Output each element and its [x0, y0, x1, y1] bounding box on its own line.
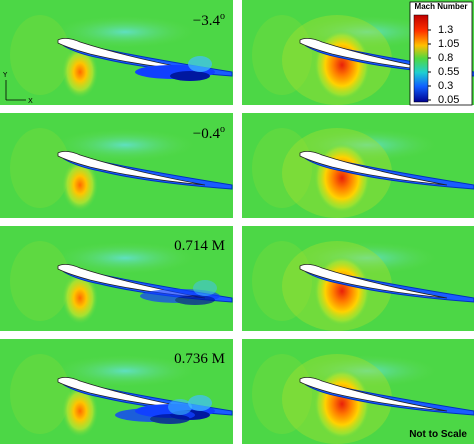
- colorbar-label: 0.8: [438, 52, 453, 64]
- colorbar-label: 1.3: [438, 24, 453, 36]
- colorbar-title: Mach Number: [415, 2, 468, 11]
- axis-glyph: Y X: [2, 71, 33, 105]
- panel: [242, 226, 474, 331]
- colorbar: Mach Number 1.3 1.05 0.8 0.55 0.3 0.05: [409, 1, 473, 106]
- axis-label: X: [28, 97, 33, 105]
- panel: [242, 113, 474, 218]
- colorbar-label: 0.3: [438, 80, 453, 92]
- axis-label: Y: [2, 71, 8, 79]
- colorbar-label: 1.05: [438, 38, 459, 50]
- colorbar-label: 0.05: [438, 94, 459, 106]
- note: Not to Scale: [409, 429, 467, 440]
- panel-label: 0.736 M: [174, 351, 225, 367]
- panel-label: −3.4o: [193, 11, 225, 29]
- panel-label: 0.714 M: [174, 238, 225, 254]
- colorbar-label: 0.55: [438, 66, 459, 78]
- panel-label: −0.4o: [193, 124, 225, 142]
